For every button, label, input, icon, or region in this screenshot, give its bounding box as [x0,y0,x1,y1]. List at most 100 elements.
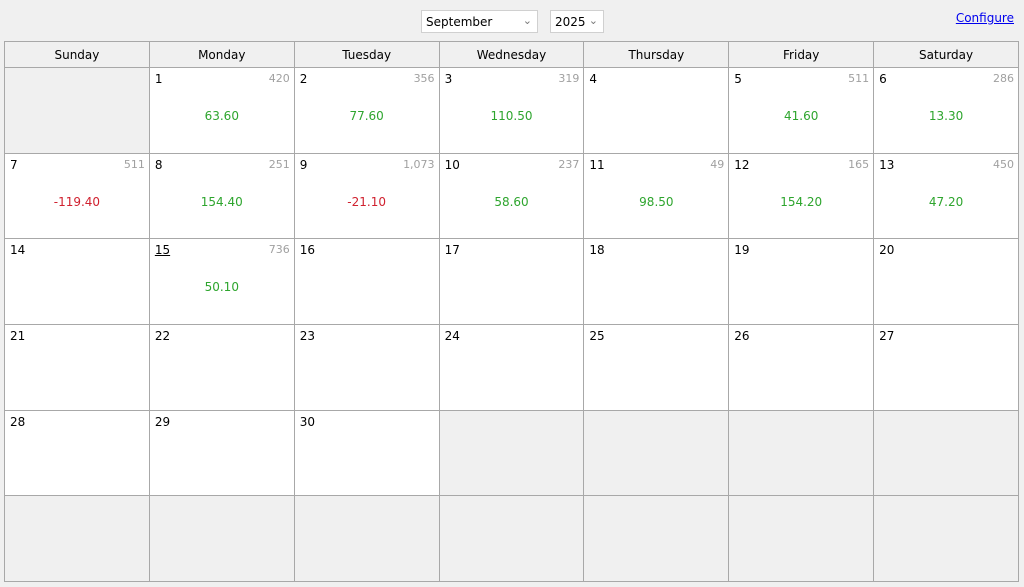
day-value: 77.60 [349,109,384,123]
day-number: 24 [444,328,460,343]
day-number: 1 [154,72,163,86]
empty-cell [584,410,729,496]
day-count: 165 [848,157,870,171]
day-number: 11 [589,157,605,172]
weekday-header-friday: Friday [729,42,874,67]
day-value: 154.40 [200,194,243,209]
day-value: 58.60 [494,194,529,209]
weekday-header-monday: Monday [149,42,294,67]
day-number: 8 [154,157,163,172]
day-cell[interactable]: 12 165 154.20 [729,153,874,239]
day-number: 10 [444,157,460,172]
day-count: 251 [268,157,290,171]
day-number: 18 [589,243,605,258]
day-cell[interactable]: 24 [439,324,584,410]
empty-cell [584,496,729,581]
day-count: 736 [268,243,290,257]
month-select[interactable]: September ⌄ [421,10,538,33]
day-count: 511 [123,157,145,171]
year-value: 2025 [555,14,586,29]
day-cell[interactable]: 16 [294,239,439,324]
day-cell[interactable]: 2 356 77.60 [294,68,439,153]
calendar-grid: Sunday Monday Tuesday Wednesday Thursday Frid… [4,41,1019,582]
day-value: -119.40 [53,194,101,209]
day-number: 30 [299,414,315,429]
empty-cell [294,496,439,581]
day-value: -21.10 [347,194,386,209]
day-cell[interactable]: 8 251 154.40 [149,153,294,239]
day-number: 9 [299,157,308,172]
empty-cell [5,496,149,581]
day-cell[interactable]: 4 [584,68,729,153]
day-cell[interactable]: 23 [294,324,439,410]
day-number: 20 [879,243,895,258]
day-number: 16 [299,243,315,258]
day-cell[interactable]: 7 511 -119.40 [5,153,149,239]
day-cell[interactable]: 10 237 58.60 [439,153,584,239]
day-count: 356 [413,72,435,85]
day-cell[interactable]: 21 [5,324,149,410]
day-cell[interactable]: 20 [874,239,1018,324]
chevron-down-icon: ⌄ [522,14,532,27]
day-cell[interactable]: 30 [294,410,439,496]
day-number: 3 [444,72,453,86]
day-number: 12 [734,157,750,172]
day-cell[interactable]: 6 286 13.30 [874,68,1018,153]
day-value: 98.50 [639,194,674,209]
weekday-header-saturday: Saturday [874,42,1018,67]
day-number: 15 [154,243,171,258]
day-number: 7 [10,157,18,172]
day-value: 13.30 [928,109,964,123]
day-cell[interactable]: 11 49 98.50 [584,153,729,239]
day-cell[interactable]: 25 [584,324,729,410]
day-cell[interactable]: 26 [729,324,874,410]
day-cell[interactable]: 15 736 50.10 [149,239,294,324]
day-number: 23 [299,328,315,343]
empty-cell [439,496,584,581]
weekday-header-sunday: Sunday [5,42,149,67]
day-cell[interactable]: 13 450 47.20 [874,153,1018,239]
day-value: 110.50 [490,109,533,123]
day-number: 2 [299,72,308,86]
day-cell[interactable]: 5 511 41.60 [729,68,874,153]
day-number: 5 [734,72,742,86]
day-number: 22 [154,328,171,343]
day-number: 28 [10,414,26,429]
month-value: September [426,14,493,29]
day-cell[interactable]: 19 [729,239,874,324]
day-number: 17 [444,243,460,258]
day-cell[interactable]: 9 1,073 -21.10 [294,153,439,239]
empty-cell [5,68,149,153]
weekday-header-tuesday: Tuesday [294,42,439,67]
day-cell[interactable]: 3 319 110.50 [439,68,584,153]
empty-cell [874,496,1018,581]
day-count: 420 [268,72,290,85]
day-number: 29 [154,414,171,429]
day-count: 49 [710,157,725,171]
day-cell[interactable]: 29 [149,410,294,496]
year-select[interactable]: 2025 ⌄ [550,10,604,33]
empty-cell [874,410,1018,496]
configure-link[interactable]: Configure [955,11,1014,25]
chevron-down-icon: ⌄ [588,14,598,27]
empty-cell [729,410,874,496]
day-number: 6 [879,72,887,86]
weekday-header-thursday: Thursday [584,42,729,67]
day-cell[interactable]: 17 [439,239,584,324]
weekday-header-wednesday: Wednesday [439,42,584,67]
day-number: 21 [10,328,26,343]
day-cell[interactable]: 22 [149,324,294,410]
day-cell[interactable]: 1 420 63.60 [149,68,294,153]
day-value: 41.60 [784,109,819,123]
day-count: 237 [558,157,580,171]
day-value: 47.20 [928,194,964,209]
day-cell[interactable]: 27 [874,324,1018,410]
day-cell[interactable]: 18 [584,239,729,324]
day-count: 1,073 [403,157,435,171]
day-cell[interactable]: 28 [5,410,149,496]
day-cell[interactable]: 14 [5,239,149,324]
empty-cell [729,496,874,581]
day-number: 14 [10,243,26,258]
day-value: 50.10 [204,280,239,295]
day-number: 4 [589,72,598,86]
